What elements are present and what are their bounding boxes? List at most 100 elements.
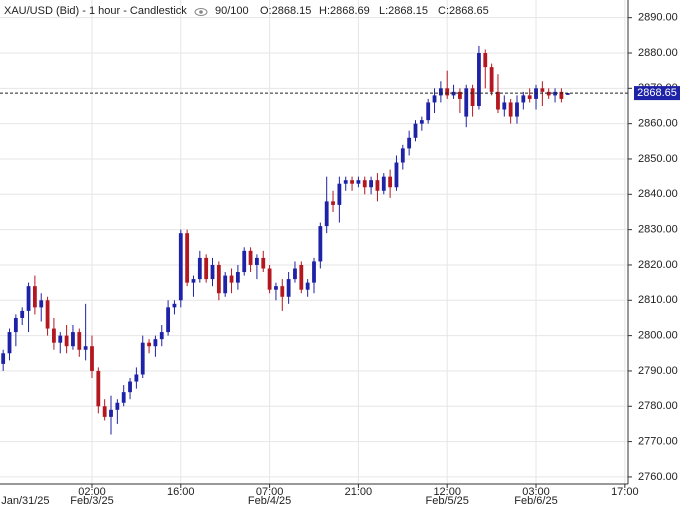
eye-icon[interactable] (194, 8, 208, 16)
last-price-badge (634, 86, 680, 101)
y-tick-label: 2770.00 (638, 436, 678, 448)
open-text: O:2868.15 (260, 5, 311, 17)
candle-body (185, 233, 190, 283)
candle-body (508, 102, 513, 117)
date-tick-label: Feb/6/25 (514, 495, 557, 506)
candle-body (362, 180, 367, 188)
candle-body (153, 339, 158, 347)
candle-body (350, 180, 354, 184)
candle-body (71, 332, 75, 347)
candle-body (400, 148, 405, 163)
candle-body (331, 201, 335, 205)
candle-body (413, 123, 418, 138)
candle-body (419, 120, 424, 124)
candle-body (464, 88, 469, 117)
x-tick-label: 07:00 (256, 486, 284, 498)
candle-body (210, 264, 215, 280)
y-tick-label: 2800.00 (638, 330, 678, 342)
candle-body (147, 342, 151, 347)
x-tick-label: 16:00 (167, 486, 195, 498)
candle-body (438, 88, 443, 96)
x-tick-label: 12:00 (433, 486, 461, 498)
candle-body (496, 91, 500, 110)
candle-body (299, 264, 304, 290)
candle-body (134, 374, 139, 382)
date-tick-label: Jan/31/25 (1, 495, 49, 506)
candle-body (337, 183, 342, 205)
date-tick-label: Feb/3/25 (70, 495, 113, 506)
candle-body (52, 328, 56, 343)
y-tick-label: 2810.00 (638, 294, 678, 306)
candle-body (375, 180, 380, 191)
candle-body (178, 233, 183, 301)
candle-body (13, 317, 18, 333)
candle-body (381, 176, 386, 191)
candle-body (166, 307, 171, 333)
candle-body (546, 91, 551, 96)
candle-body (457, 91, 462, 99)
high-text: H:2868.69 (319, 5, 370, 17)
candle-body (426, 102, 431, 121)
candle-body (343, 180, 348, 184)
x-tick-label: 17:00 (611, 486, 639, 498)
candle-body (356, 180, 361, 184)
low-text: L:2868.15 (379, 5, 428, 17)
candle-body (318, 226, 323, 262)
candle-body (521, 95, 526, 103)
candle-body (261, 257, 266, 269)
candle-body (515, 102, 519, 117)
candle-body (102, 406, 107, 417)
y-tick-label: 2820.00 (638, 259, 678, 271)
candle-body (128, 381, 132, 393)
y-tick-label: 2780.00 (638, 400, 678, 412)
candle-body (445, 88, 450, 96)
header: XAU/USD (Bid) - 1 hour - Candlestick 90/… (4, 5, 489, 17)
candle-body (64, 335, 69, 347)
last-price-label: 2868.65 (637, 87, 677, 99)
x-tick-label: 02:00 (78, 486, 106, 498)
candle-body (394, 162, 399, 188)
candle-body (483, 52, 488, 68)
candle-body (90, 346, 94, 371)
candle-body (267, 268, 272, 290)
candle-body (565, 93, 570, 95)
candle-body (553, 91, 557, 96)
candle-body (248, 250, 253, 265)
candle-body (1, 353, 6, 364)
y-tick-label: 2890.00 (638, 12, 678, 24)
y-tick-label: 2830.00 (638, 224, 678, 236)
candle-body (172, 303, 177, 308)
candle-body (204, 257, 209, 280)
y-tick-label: 2860.00 (638, 118, 678, 130)
candle-body (140, 342, 145, 375)
candle-body (305, 282, 310, 290)
candle-body (83, 346, 88, 350)
candle-body (242, 250, 247, 273)
candle-body (32, 286, 37, 308)
y-tick-label: 2840.00 (638, 188, 678, 200)
candle-body (527, 95, 532, 99)
x-tick-label: 03:00 (522, 486, 550, 498)
candle-body (121, 392, 126, 403)
y-tick-label: 2790.00 (638, 365, 678, 377)
candle-body (502, 102, 507, 110)
candle-body (223, 275, 228, 294)
x-tick-label: 21:00 (345, 486, 373, 498)
candle-body (540, 88, 545, 92)
candle-body (115, 402, 120, 410)
candle-body (7, 332, 12, 354)
candle-body (109, 409, 113, 417)
candle-body (229, 275, 234, 283)
count: 90/100 (215, 5, 249, 17)
candle-body (45, 300, 50, 329)
candle-body (293, 268, 297, 280)
close-text: C:2868.65 (438, 5, 489, 17)
candle-body (432, 95, 437, 103)
candle-body (255, 257, 259, 265)
date-tick-label: Feb/5/25 (426, 495, 469, 506)
candle-body (534, 88, 538, 99)
candle-body (470, 88, 475, 106)
candle-body (20, 310, 25, 318)
candle-body (274, 286, 278, 290)
